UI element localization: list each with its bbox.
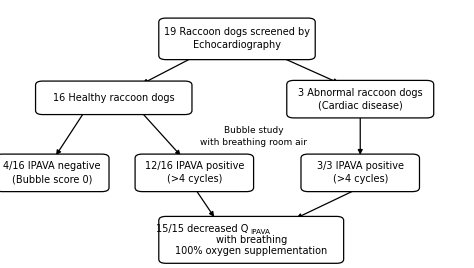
Text: 100% oxygen supplementation: 100% oxygen supplementation [175, 246, 328, 256]
FancyBboxPatch shape [287, 80, 434, 118]
FancyBboxPatch shape [159, 217, 344, 263]
Text: 3 Abnormal raccoon dogs
(Cardiac disease): 3 Abnormal raccoon dogs (Cardiac disease… [298, 88, 422, 111]
Text: IPAVA: IPAVA [250, 229, 270, 235]
Text: Bubble study
with breathing room air: Bubble study with breathing room air [200, 126, 307, 147]
Text: 4/16 IPAVA negative
(Bubble score 0): 4/16 IPAVA negative (Bubble score 0) [3, 161, 101, 184]
FancyBboxPatch shape [0, 154, 109, 192]
Text: with breathing: with breathing [216, 235, 287, 245]
Text: 12/16 IPAVA positive
(>4 cycles): 12/16 IPAVA positive (>4 cycles) [145, 161, 244, 184]
FancyBboxPatch shape [159, 18, 315, 60]
Text: 16 Healthy raccoon dogs: 16 Healthy raccoon dogs [53, 93, 174, 103]
Text: 19 Raccoon dogs screened by
Echocardiography: 19 Raccoon dogs screened by Echocardiogr… [164, 27, 310, 50]
Text: 15/15 decreased Q: 15/15 decreased Q [156, 224, 249, 234]
Text: 3/3 IPAVA positive
(>4 cycles): 3/3 IPAVA positive (>4 cycles) [317, 161, 404, 184]
FancyBboxPatch shape [135, 154, 254, 192]
FancyBboxPatch shape [301, 154, 419, 192]
FancyBboxPatch shape [36, 81, 192, 115]
